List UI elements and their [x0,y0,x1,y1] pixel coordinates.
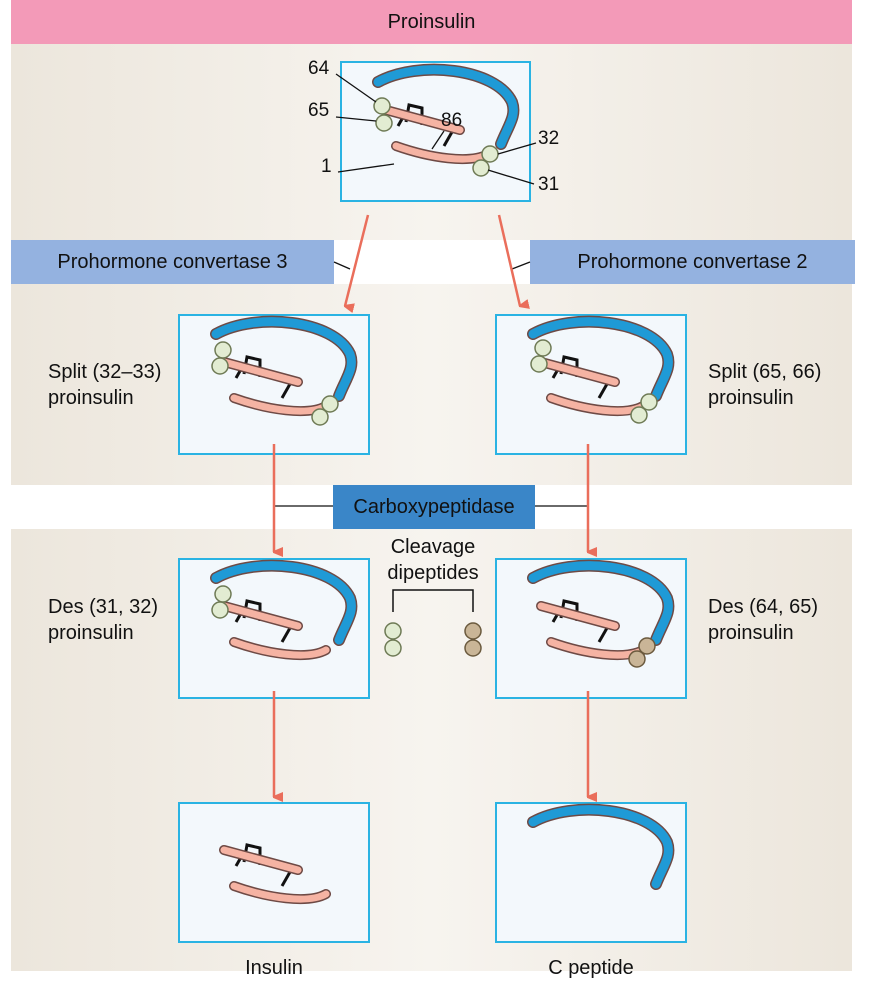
split-32-33-label-line1: Split (32–33) [48,361,162,383]
insulin-structure [224,845,326,899]
des-64-65-label: Des (64, 65) proinsulin [708,594,818,646]
split-32-33-label-line2: proinsulin [48,387,134,409]
insulin-panel [178,802,370,943]
enzyme-pointer-lines [274,261,588,507]
split-65-66-label: Split (65, 66) proinsulin [708,359,821,411]
c-peptide-label: C peptide [548,957,634,979]
prohormone-convertase-3-label: Prohormone convertase 3 [11,240,334,284]
cleavage-label-line1: Cleavage [390,536,476,558]
residue-65-label: 65 [308,100,330,121]
des-64-65-structure [533,566,668,668]
c-peptide-structure [533,810,668,884]
cleavage-label-line2: dipeptides [387,562,479,584]
des-64-65-label-line2: proinsulin [708,622,794,644]
residue-86-label: 86 [441,110,463,131]
residue-32-label: 32 [538,128,560,149]
residue-leader-lines [335,73,537,185]
des-31-32-label: Des (31, 32) proinsulin [48,594,158,646]
residue-64-label: 64 [308,58,330,79]
split-32-33-structure [212,322,351,426]
des-31-32-label-line1: Des (31, 32) [48,596,159,618]
insulin-label: Insulin [245,957,303,979]
split-65-66-structure [531,322,668,424]
background-band-middle [11,284,852,485]
proinsulin-structure [374,70,513,177]
background-band-bottom [11,529,852,971]
split-32-33-label: Split (32–33) proinsulin [48,359,161,411]
proinsulin-header: Proinsulin [11,0,852,44]
prohormone-convertase-2-label: Prohormone convertase 2 [530,240,855,284]
pathway-arrows [272,214,588,797]
residue-1-label: 1 [321,156,332,177]
cleavage-dipeptides-label: Cleavage dipeptides [373,534,493,586]
des-31-32-label-line2: proinsulin [48,622,134,644]
des-31-32-structure [212,566,351,655]
split-65-66-label-line1: Split (65, 66) [708,361,822,383]
carboxypeptidase-label: Carboxypeptidase [333,485,535,529]
des-64-65-label-line1: Des (64, 65) [708,596,819,618]
split-65-66-label-line2: proinsulin [708,387,794,409]
cleavage-dipeptides-graphic [384,589,482,657]
residue-31-label: 31 [538,174,560,195]
